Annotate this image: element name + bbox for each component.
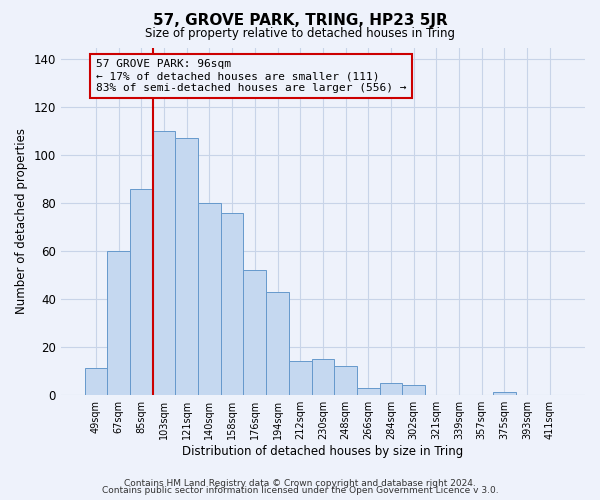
Bar bbox=[334, 366, 357, 394]
Text: 57, GROVE PARK, TRING, HP23 5JR: 57, GROVE PARK, TRING, HP23 5JR bbox=[152, 12, 448, 28]
Bar bbox=[493, 392, 516, 394]
Text: Contains HM Land Registry data © Crown copyright and database right 2024.: Contains HM Land Registry data © Crown c… bbox=[124, 478, 476, 488]
Text: Contains public sector information licensed under the Open Government Licence v : Contains public sector information licen… bbox=[101, 486, 499, 495]
Bar bbox=[221, 212, 244, 394]
Bar bbox=[244, 270, 266, 394]
Bar bbox=[403, 385, 425, 394]
Bar bbox=[266, 292, 289, 395]
Bar bbox=[311, 359, 334, 394]
Bar bbox=[175, 138, 198, 394]
Bar bbox=[130, 189, 152, 394]
Text: 57 GROVE PARK: 96sqm
← 17% of detached houses are smaller (111)
83% of semi-deta: 57 GROVE PARK: 96sqm ← 17% of detached h… bbox=[96, 60, 406, 92]
Y-axis label: Number of detached properties: Number of detached properties bbox=[15, 128, 28, 314]
Bar bbox=[357, 388, 380, 394]
Bar bbox=[198, 203, 221, 394]
X-axis label: Distribution of detached houses by size in Tring: Distribution of detached houses by size … bbox=[182, 444, 464, 458]
Bar bbox=[289, 361, 311, 394]
Bar bbox=[85, 368, 107, 394]
Bar bbox=[107, 251, 130, 394]
Bar bbox=[380, 382, 403, 394]
Text: Size of property relative to detached houses in Tring: Size of property relative to detached ho… bbox=[145, 28, 455, 40]
Bar bbox=[152, 132, 175, 394]
